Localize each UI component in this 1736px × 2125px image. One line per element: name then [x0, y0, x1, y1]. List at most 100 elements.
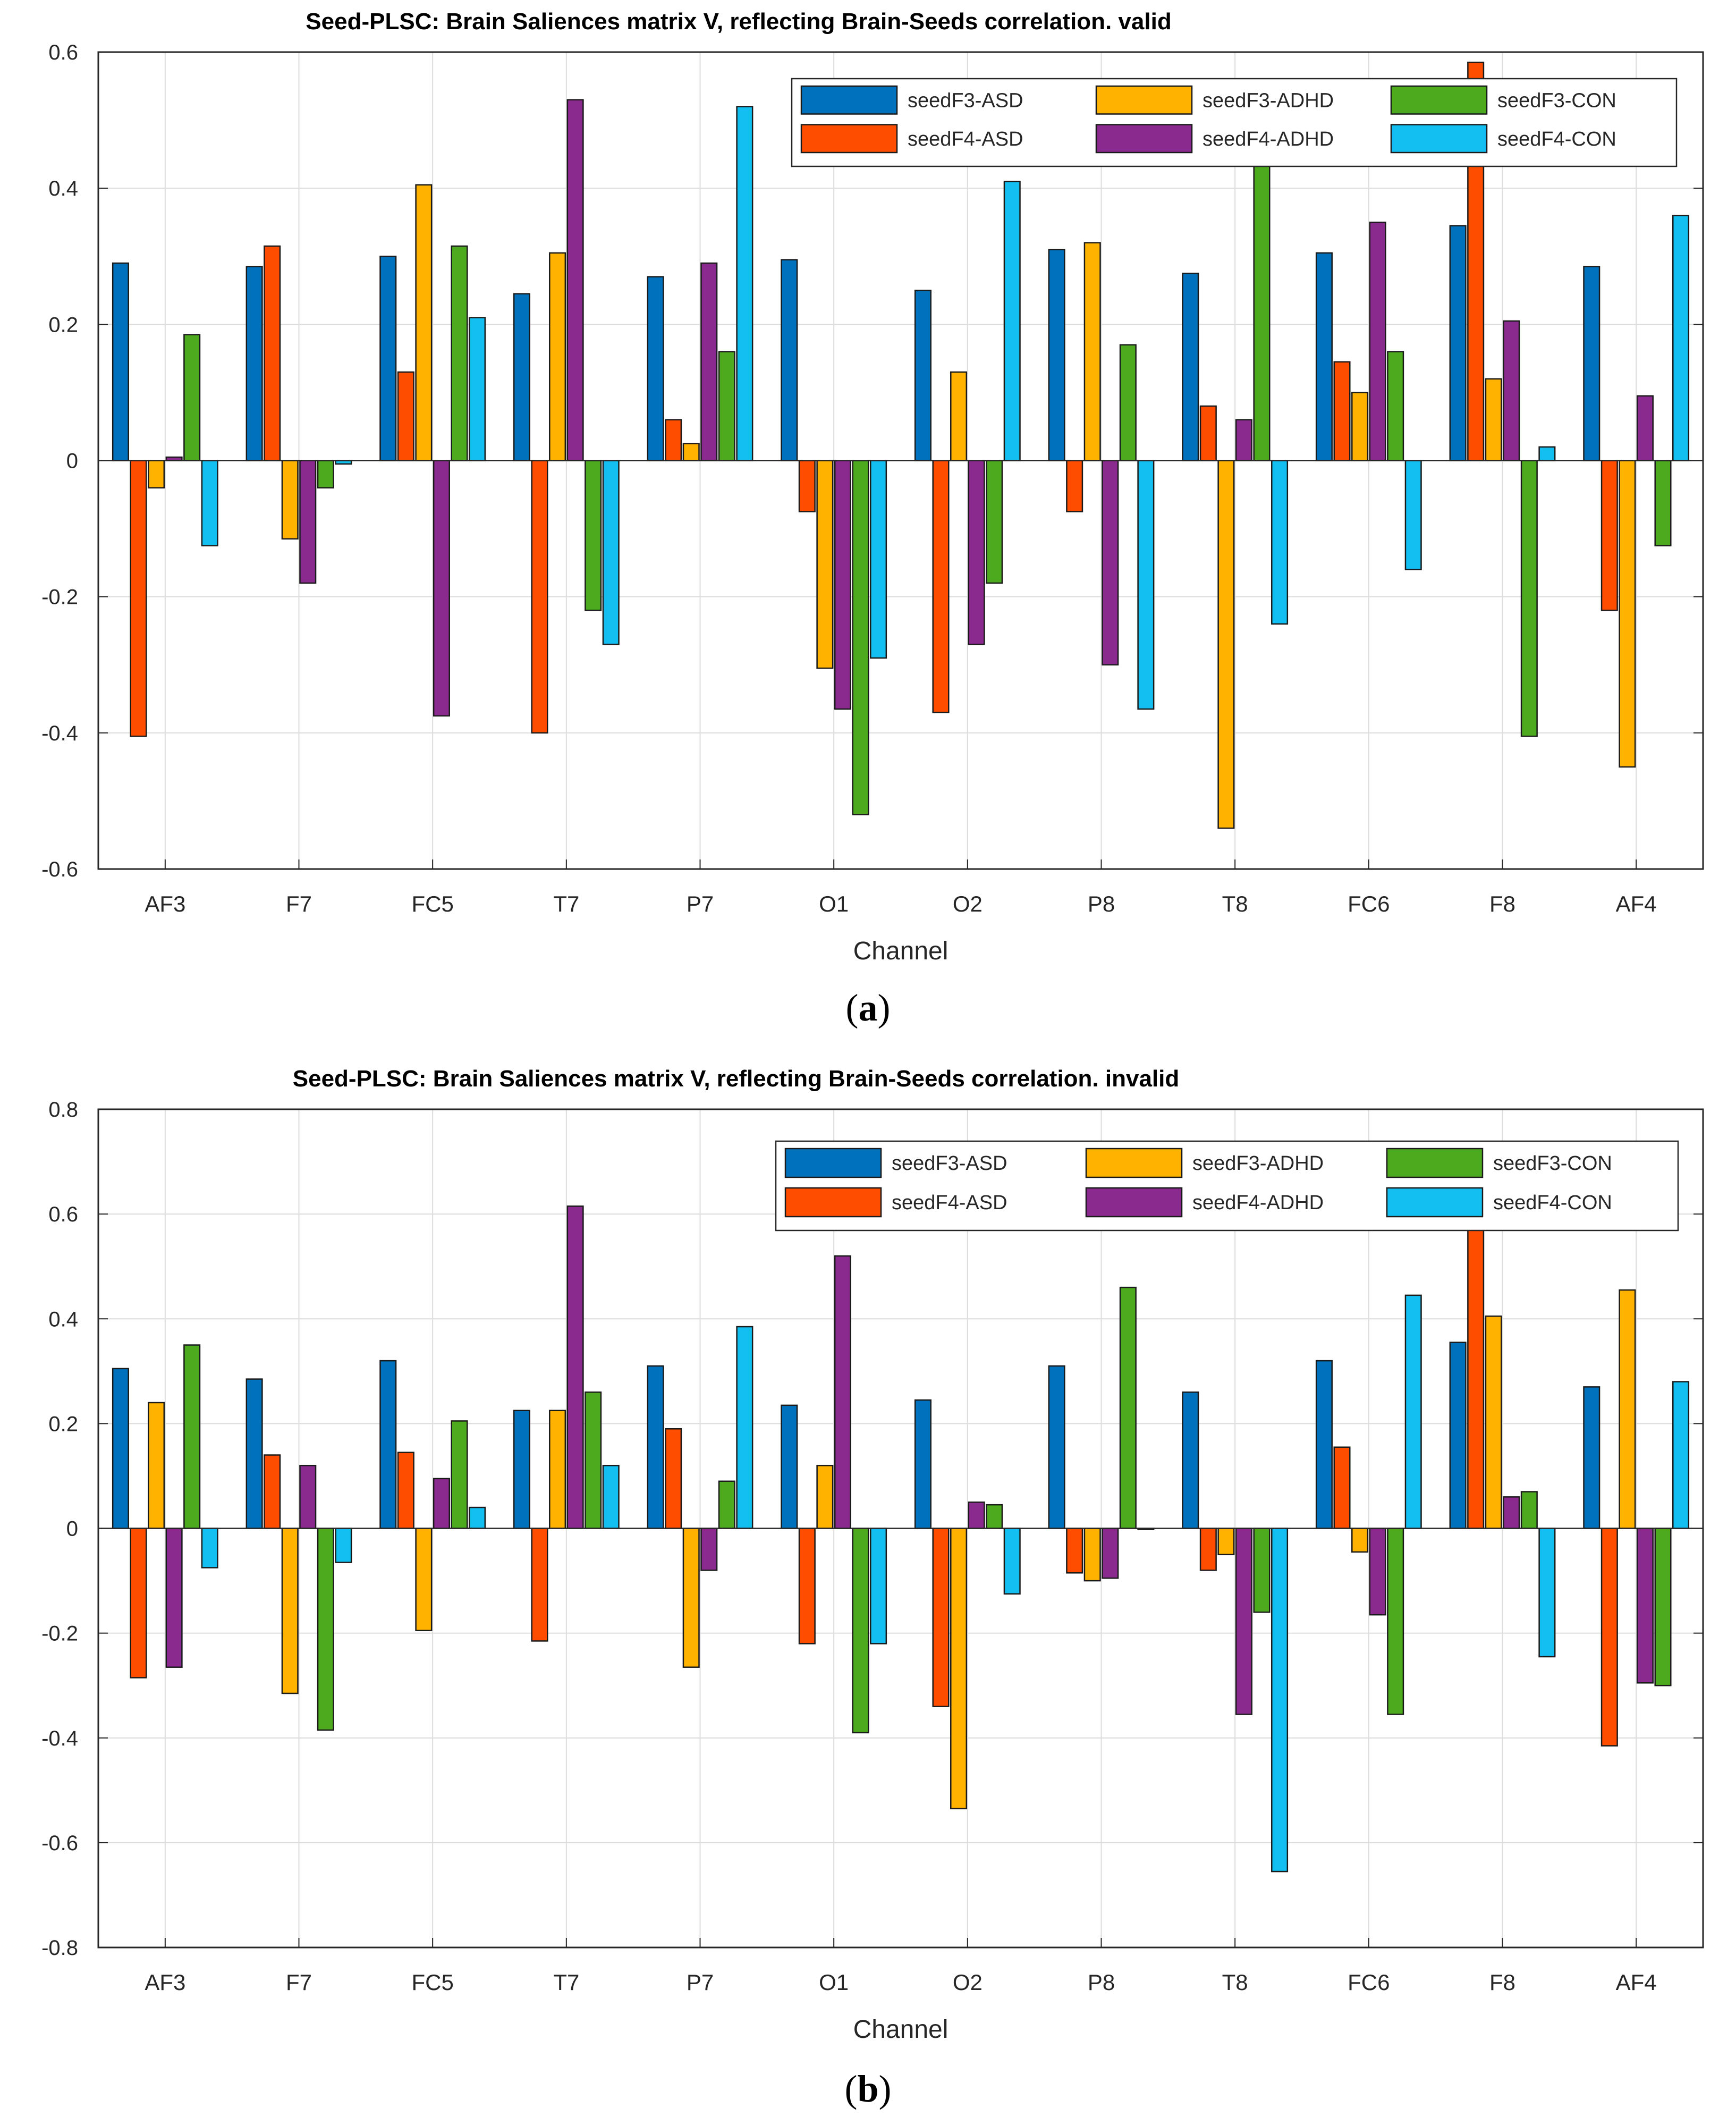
- bar-seedF3-CON-T8: [1253, 147, 1271, 461]
- bar-seedF3-CON-T7: [585, 1391, 602, 1529]
- bar-seedF4-ADHD-F7: [299, 460, 317, 584]
- bar-seedF4-ASD-AF3: [130, 1528, 147, 1679]
- x-tick-label: AF4: [1616, 1970, 1657, 1995]
- bar-seedF3-ADHD-O2: [950, 1528, 968, 1810]
- bar-seedF3-ADHD-F7: [281, 1528, 299, 1694]
- bar-seedF3-ADHD-AF3: [148, 1402, 165, 1529]
- legend-swatch-seedF3-ADHD: [1085, 1148, 1183, 1178]
- bar-seedF4-ADHD-P8: [1102, 460, 1119, 665]
- bar-seedF4-ASD-O2: [932, 1528, 950, 1707]
- y-tick-label: -0.4: [41, 1727, 78, 1750]
- y-tick-label: -0.6: [41, 858, 78, 881]
- x-tick-label: FC5: [411, 1970, 453, 1995]
- legend-swatch-seedF3-CON: [1386, 1148, 1484, 1178]
- bar-seedF4-ADHD-O2: [968, 1501, 985, 1529]
- bar-seedF4-ADHD-T8: [1235, 1528, 1252, 1715]
- bar-seedF3-CON-P7: [718, 1480, 735, 1529]
- bar-seedF4-CON-FC5: [469, 1506, 486, 1529]
- bar-seedF4-ASD-F7: [264, 1454, 281, 1529]
- bar-seedF3-ADHD-T7: [549, 1410, 566, 1529]
- y-tick-label: -0.8: [41, 1936, 78, 1960]
- bar-seedF3-ADHD-T8: [1217, 460, 1235, 829]
- bar-seedF4-CON-F8: [1538, 1528, 1556, 1658]
- bar-seedF4-ADHD-FC5: [433, 460, 450, 717]
- x-tick-label: T7: [553, 891, 579, 916]
- legend-label-seedF3-CON: seedF3-CON: [1493, 1152, 1612, 1175]
- bar-seedF4-ASD-T7: [531, 1528, 548, 1642]
- bar-seedF3-CON-P7: [718, 351, 735, 461]
- y-tick-label: 0.6: [48, 41, 78, 64]
- y-tick-label: -0.6: [41, 1832, 78, 1855]
- y-tick-label: 0.2: [48, 1412, 78, 1436]
- x-tick-label: P7: [687, 1970, 714, 1995]
- bar-seedF3-CON-FC6: [1387, 1528, 1404, 1715]
- bar-seedF3-CON-AF4: [1654, 460, 1672, 546]
- bar-seedF3-ADHD-P8: [1083, 242, 1101, 461]
- x-tick-label: O2: [953, 1970, 983, 1995]
- legend-swatch-seedF4-ASD: [784, 1187, 882, 1218]
- x-tick-label: FC6: [1348, 1970, 1390, 1995]
- bar-seedF4-ASD-P8: [1066, 460, 1083, 512]
- bar-seedF4-ADHD-O2: [968, 460, 985, 645]
- bar-seedF4-ASD-O1: [798, 1528, 816, 1645]
- bar-seedF3-ASD-FC5: [379, 1360, 397, 1529]
- legend-swatch-seedF4-CON: [1386, 1187, 1484, 1218]
- bar-seedF4-ASD-T8: [1199, 1528, 1217, 1571]
- caption-b-label: b: [857, 2068, 879, 2110]
- legend-label-seedF4-ADHD: seedF4-ADHD: [1203, 128, 1334, 150]
- bar-seedF4-ADHD-FC6: [1369, 221, 1386, 461]
- bar-seedF4-CON-AF4: [1672, 215, 1690, 461]
- bar-seedF4-CON-P7: [736, 1326, 753, 1529]
- bar-seedF4-CON-T7: [602, 1464, 620, 1529]
- bar-seedF4-ASD-T7: [531, 460, 548, 734]
- legend-label-seedF3-ASD: seedF3-ASD: [908, 89, 1023, 112]
- bar-seedF4-ASD-FC5: [397, 1452, 414, 1529]
- bar-chart-valid: -0.6 -0.4 -0.2 0 0.2 0.4 0.6 AF3 F7 FC5 T7 P7 O1 O2 P8…: [41, 9, 1704, 965]
- bar-seedF4-ADHD-AF4: [1636, 1528, 1654, 1684]
- y-tick-label: -0.2: [41, 1622, 78, 1646]
- bar-seedF3-ASD-AF3: [112, 262, 129, 461]
- legend-swatch-seedF4-CON: [1390, 124, 1488, 154]
- bar-seedF4-CON-FC6: [1404, 1294, 1422, 1529]
- x-tick-label: P7: [687, 891, 714, 916]
- bar-seedF3-ASD-T7: [513, 293, 530, 461]
- bar-seedF3-ASD-P7: [647, 276, 664, 461]
- bar-seedF3-CON-FC6: [1387, 351, 1404, 461]
- bar-seedF3-CON-O2: [986, 460, 1003, 584]
- x-tick-label: T8: [1222, 891, 1248, 916]
- y-tick-label: 0.8: [48, 1098, 78, 1121]
- bar-seedF4-CON-O2: [1003, 181, 1021, 461]
- bar-seedF4-ADHD-F7: [299, 1464, 317, 1529]
- x-axis-label: Channel: [853, 937, 949, 965]
- y-tick-label: 0.4: [48, 177, 78, 200]
- bar-seedF3-ASD-FC5: [379, 256, 397, 461]
- legend-label-seedF3-ASD: seedF3-ASD: [892, 1152, 1007, 1175]
- bar-seedF4-CON-T8: [1271, 1528, 1289, 1873]
- bar-seedF3-CON-F7: [317, 460, 334, 488]
- bar-seedF3-ASD-O1: [781, 1404, 798, 1529]
- bar-seedF3-ASD-FC6: [1315, 1360, 1333, 1529]
- x-tick-label: F7: [286, 1970, 312, 1995]
- bar-seedF4-ASD-FC6: [1333, 1446, 1351, 1529]
- bar-seedF4-CON-AF3: [201, 1528, 218, 1569]
- bar-seedF3-ADHD-FC6: [1351, 1528, 1369, 1553]
- bar-seedF4-ADHD-O1: [834, 1255, 851, 1529]
- bar-seedF4-ADHD-T7: [566, 99, 584, 461]
- bar-seedF3-CON-FC5: [451, 245, 468, 461]
- x-tick-label: F8: [1489, 1970, 1515, 1995]
- bar-seedF4-ADHD-AF4: [1636, 395, 1654, 461]
- x-tick-label: O1: [819, 1970, 849, 1995]
- x-tick-label: F7: [286, 891, 312, 916]
- bar-seedF3-ADHD-FC6: [1351, 392, 1369, 461]
- legend-swatch-seedF3-ADHD: [1095, 85, 1193, 115]
- bar-seedF3-ASD-AF4: [1583, 1386, 1600, 1529]
- bar-seedF3-CON-O1: [852, 460, 869, 815]
- bar-seedF4-ADHD-F8: [1503, 1496, 1520, 1529]
- caption-b: (b): [844, 2068, 892, 2110]
- x-tick-label: O1: [819, 891, 849, 916]
- bar-seedF3-ADHD-AF4: [1619, 1289, 1636, 1529]
- bar-seedF3-ASD-FC6: [1315, 252, 1333, 461]
- bar-seedF3-CON-F8: [1520, 1491, 1538, 1529]
- bar-seedF3-ADHD-P7: [682, 443, 700, 461]
- legend-box: [775, 1140, 1679, 1232]
